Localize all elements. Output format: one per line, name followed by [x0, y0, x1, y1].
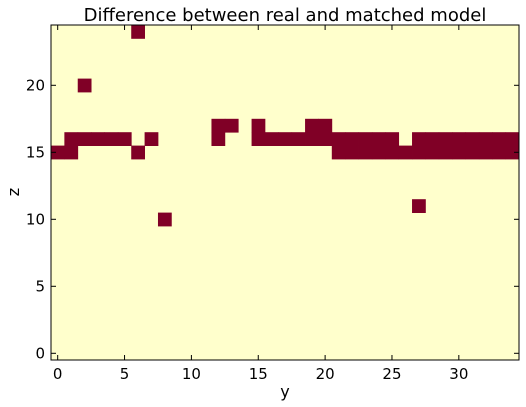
mismatch-cell — [465, 132, 480, 146]
mismatch-cell — [345, 145, 359, 160]
mismatch-cell — [104, 132, 119, 146]
heatmap-cells — [51, 25, 520, 227]
mismatch-cell — [318, 132, 333, 146]
x-tick-label: 20 — [316, 365, 335, 383]
axis-ticks: 0 5 10 15 20 25 30 0 5 10 15 20 — [26, 25, 519, 383]
mismatch-cell — [398, 145, 413, 160]
x-tick-label: 25 — [382, 365, 401, 383]
mismatch-cell — [385, 145, 400, 160]
mismatch-cell — [211, 118, 226, 133]
mismatch-cell — [318, 118, 333, 133]
y-tick-label: 5 — [35, 277, 45, 295]
chart-title: Difference between real and matched mode… — [84, 5, 487, 26]
mismatch-cell — [478, 145, 493, 160]
y-axis-label: z — [4, 188, 23, 196]
mismatch-cell — [331, 132, 346, 146]
y-tick-label: 20 — [26, 76, 45, 94]
mismatch-cell — [224, 118, 239, 133]
mismatch-cell — [505, 145, 520, 160]
plot-background — [51, 25, 519, 360]
x-tick-label: 15 — [249, 365, 268, 383]
mismatch-cell — [251, 132, 266, 146]
mismatch-cell — [358, 132, 373, 146]
x-tick-label: 5 — [120, 365, 130, 383]
mismatch-cell — [412, 132, 426, 146]
mismatch-cell — [64, 145, 79, 160]
mismatch-cell — [478, 132, 493, 146]
mismatch-cell — [77, 132, 92, 146]
mismatch-cell — [291, 132, 306, 146]
mismatch-cell — [305, 118, 319, 133]
mismatch-cell — [157, 212, 172, 227]
mismatch-cell — [412, 199, 426, 213]
mismatch-cell — [371, 132, 386, 146]
mismatch-cell — [492, 132, 507, 146]
y-tick-label: 15 — [26, 143, 45, 161]
mismatch-cell — [438, 145, 453, 160]
mismatch-cell — [251, 118, 266, 133]
mismatch-cell — [371, 145, 386, 160]
mismatch-cell — [91, 132, 105, 146]
mismatch-cell — [264, 132, 279, 146]
mismatch-cell — [144, 132, 159, 146]
x-tick-label: 10 — [182, 365, 201, 383]
mismatch-cell — [345, 132, 359, 146]
y-tick-label: 10 — [26, 210, 45, 228]
mismatch-cell — [425, 132, 440, 146]
mismatch-cell — [492, 145, 507, 160]
mismatch-cell — [412, 145, 426, 160]
mismatch-cell — [358, 145, 373, 160]
mismatch-cell — [425, 145, 440, 160]
x-tick-label: 0 — [53, 365, 63, 383]
mismatch-cell — [331, 145, 346, 160]
mismatch-cell — [211, 132, 226, 146]
mismatch-cell — [131, 145, 145, 160]
mismatch-cell — [438, 132, 453, 146]
mismatch-cell — [77, 78, 92, 93]
x-axis-label: y — [280, 382, 289, 401]
plot-frame — [50, 24, 520, 361]
y-tick-label: 0 — [35, 344, 45, 362]
mismatch-cell — [131, 25, 145, 39]
mismatch-cell — [452, 132, 466, 146]
mismatch-cell — [117, 132, 132, 146]
mismatch-cell — [385, 132, 400, 146]
mismatch-cell — [465, 145, 480, 160]
mismatch-cell — [278, 132, 293, 146]
x-tick-label: 30 — [449, 365, 468, 383]
mismatch-cell — [305, 132, 319, 146]
mismatch-cell — [505, 132, 520, 146]
mismatch-cell — [64, 132, 79, 146]
mismatch-cell — [452, 145, 466, 160]
mismatch-cell — [51, 145, 65, 160]
